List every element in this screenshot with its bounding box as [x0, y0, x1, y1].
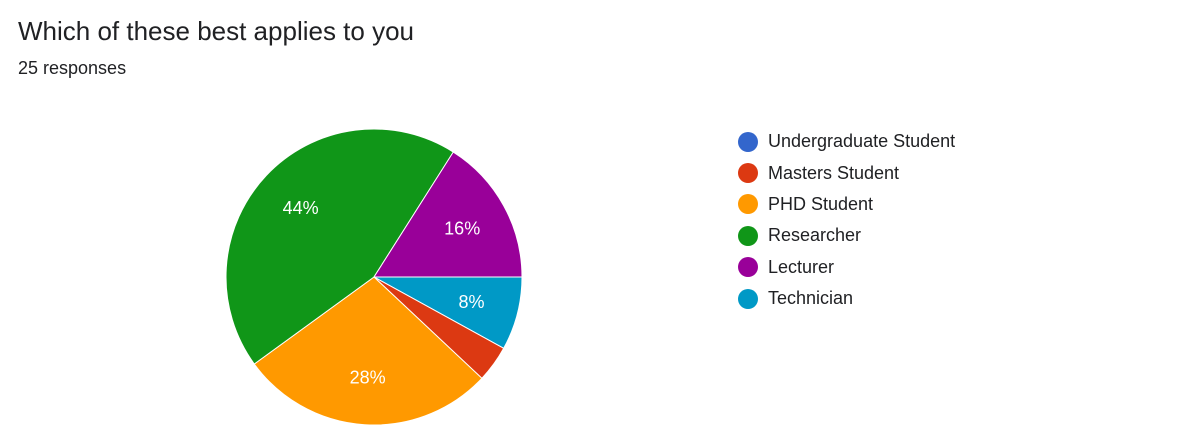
response-count: 25 responses: [18, 58, 127, 78]
chart-legend: Undergraduate Student Masters Student PHD …: [738, 126, 955, 314]
legend-item-masters-student[interactable]: Masters Student: [738, 157, 955, 188]
legend-item-undergraduate-student[interactable]: Undergraduate Student: [738, 126, 955, 157]
legend-swatch: [738, 225, 758, 246]
slice-label-lecturer: 16%: [444, 219, 480, 239]
legend-label: Masters Student: [768, 162, 900, 183]
slice-label-technician: 8%: [458, 292, 484, 312]
legend-item-lecturer[interactable]: Lecturer: [738, 252, 955, 283]
slice-label-phd-student: 28%: [350, 367, 386, 387]
legend-item-phd-student[interactable]: PHD Student: [738, 189, 955, 220]
pie-slice-lecturer[interactable]: [373, 151, 523, 278]
legend-label: Undergraduate Student: [768, 131, 956, 152]
slice-label-researcher: 44%: [283, 198, 319, 218]
legend-swatch: [738, 163, 758, 184]
legend-label: Technician: [768, 288, 854, 309]
legend-swatch: [738, 288, 758, 309]
legend-label: Lecturer: [768, 256, 835, 277]
legend-item-researcher[interactable]: Researcher: [738, 220, 955, 251]
legend-swatch: [738, 131, 758, 152]
legend-swatch: [738, 257, 758, 278]
pie-slice-phd-student[interactable]: [253, 276, 483, 426]
chart-title: Which of these best applies to you: [18, 16, 415, 46]
pie-slice-researcher[interactable]: [225, 128, 454, 365]
legend-swatch: [738, 194, 758, 215]
pie-slices: [225, 128, 523, 426]
pie-labels: 8% 28% 44% 16%: [283, 198, 485, 387]
legend-item-technician[interactable]: Technician: [738, 283, 955, 314]
legend-label: Researcher: [768, 225, 862, 246]
legend-label: PHD Student: [768, 193, 874, 214]
